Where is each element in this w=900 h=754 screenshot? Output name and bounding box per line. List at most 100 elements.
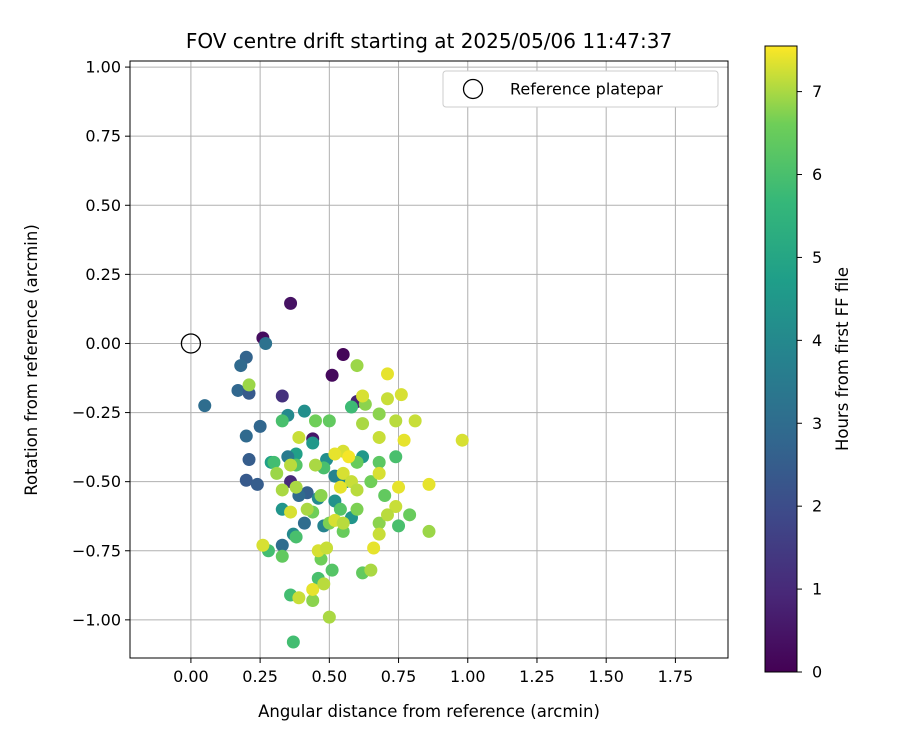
- colorbar-tick-label: 5: [812, 248, 822, 267]
- data-point: [284, 458, 298, 472]
- data-point: [372, 466, 386, 480]
- data-point: [250, 477, 264, 491]
- data-point: [328, 447, 342, 461]
- data-point: [392, 519, 406, 533]
- data-point: [275, 538, 289, 552]
- grid-lines: [130, 61, 728, 658]
- data-point: [372, 430, 386, 444]
- y-tick-label: 0.50: [85, 196, 121, 215]
- data-point: [242, 378, 256, 392]
- x-tick-label: 1.75: [658, 667, 694, 686]
- data-point: [322, 610, 336, 624]
- data-points: [198, 296, 469, 649]
- data-point: [297, 404, 311, 418]
- data-point: [325, 563, 339, 577]
- data-point: [397, 433, 411, 447]
- data-point: [422, 477, 436, 491]
- data-point: [231, 383, 245, 397]
- data-point: [320, 541, 334, 555]
- y-tick-label: 0.25: [85, 265, 121, 284]
- data-point: [336, 516, 350, 530]
- data-point: [306, 436, 320, 450]
- data-point: [286, 635, 300, 649]
- data-point: [284, 296, 298, 310]
- colorbar-tick-label: 1: [812, 580, 822, 599]
- data-point: [372, 527, 386, 541]
- data-point: [284, 505, 298, 519]
- data-point: [267, 455, 281, 469]
- data-point: [306, 594, 320, 608]
- x-tick-label: 1.00: [450, 667, 486, 686]
- data-point: [364, 563, 378, 577]
- data-point: [389, 450, 403, 464]
- colorbar-tick-label: 4: [812, 331, 822, 350]
- chart-title: FOV centre drift starting at 2025/05/06 …: [186, 29, 672, 53]
- colorbar: 0 1 2 3 4 5 6 7 Hours from first FF file: [764, 45, 852, 682]
- data-point: [422, 524, 436, 538]
- x-tick-label: 0.00: [173, 667, 209, 686]
- data-point: [364, 475, 378, 489]
- x-axis-ticks: 0.00 0.25 0.50 0.75 1.00 1.25 1.50 1.75: [173, 658, 693, 686]
- reference-platepar-marker: [180, 333, 202, 354]
- data-point: [350, 359, 364, 373]
- reference-marker-layer: [180, 333, 202, 354]
- y-tick-label: −0.75: [72, 541, 121, 560]
- data-point: [308, 414, 322, 428]
- colorbar-tick-label: 0: [812, 663, 822, 682]
- data-point: [239, 429, 253, 443]
- y-axis-label: Rotation from reference (arcmin): [22, 224, 41, 496]
- colorbar-tick-label: 2: [812, 497, 822, 516]
- colorbar-tick-label: 7: [812, 82, 822, 101]
- data-point: [333, 502, 347, 516]
- y-tick-label: −0.50: [72, 472, 121, 491]
- y-tick-label: 1.00: [85, 58, 121, 77]
- data-point: [270, 466, 284, 480]
- data-point: [253, 419, 267, 433]
- data-point: [322, 414, 336, 428]
- data-point: [380, 392, 394, 406]
- data-point: [342, 450, 356, 464]
- data-point: [300, 502, 314, 516]
- data-point: [314, 488, 328, 502]
- data-point: [297, 516, 311, 530]
- data-point: [289, 480, 303, 494]
- data-point: [292, 591, 306, 605]
- data-point: [344, 400, 358, 414]
- colorbar-label: Hours from first FF file: [833, 267, 852, 451]
- data-point: [389, 414, 403, 428]
- data-point: [350, 483, 364, 497]
- data-point: [275, 483, 289, 497]
- data-point: [356, 417, 370, 431]
- colorbar-ticks: 0 1 2 3 4 5 6 7: [797, 82, 822, 682]
- data-point: [408, 414, 422, 428]
- x-tick-label: 0.50: [312, 667, 348, 686]
- data-point: [372, 407, 386, 421]
- data-point: [394, 388, 408, 402]
- y-tick-label: 0.75: [85, 127, 121, 146]
- data-point: [242, 453, 256, 467]
- data-point: [350, 502, 364, 516]
- data-point: [275, 414, 289, 428]
- data-point: [275, 549, 289, 563]
- data-point: [378, 488, 392, 502]
- data-point: [259, 336, 273, 350]
- data-point: [308, 458, 322, 472]
- x-tick-label: 1.25: [519, 667, 555, 686]
- y-tick-label: −0.25: [72, 403, 121, 422]
- data-point: [256, 538, 270, 552]
- data-point: [292, 430, 306, 444]
- plot-frame: [129, 60, 729, 659]
- data-point: [389, 500, 403, 514]
- y-tick-label: −1.00: [72, 610, 121, 629]
- data-point: [317, 577, 331, 591]
- x-axis-label: Angular distance from reference (arcmin): [258, 702, 600, 721]
- legend-circle-icon: [462, 78, 484, 100]
- data-point: [372, 455, 386, 469]
- data-point: [306, 582, 320, 596]
- data-point: [336, 466, 350, 480]
- data-point: [325, 368, 339, 382]
- data-point: [403, 508, 417, 522]
- data-point: [455, 433, 469, 447]
- data-point: [380, 367, 394, 381]
